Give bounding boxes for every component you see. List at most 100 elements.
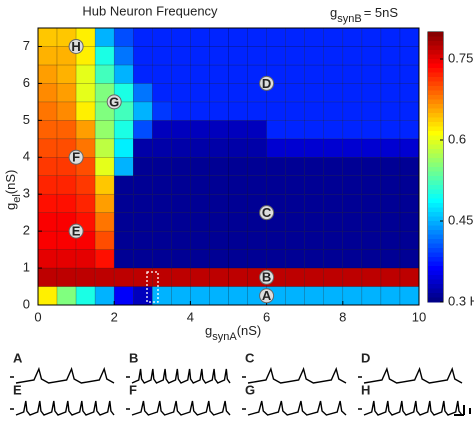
heat-cell: [209, 157, 229, 176]
colorbar-swatch: [428, 122, 443, 127]
heat-cell: [342, 64, 363, 84]
heat-cell: [133, 120, 153, 140]
heat-cell: [380, 46, 401, 66]
heat-cell: [37, 286, 58, 306]
heat-cell: [342, 267, 363, 287]
heat-cell: [133, 64, 153, 84]
x-tick-label: 10: [412, 309, 426, 324]
heat-cell: [190, 157, 210, 176]
heat-cell: [380, 212, 401, 232]
heat-cell: [380, 193, 401, 213]
x-axis-label: gsynA(nS): [205, 323, 261, 342]
heat-cell: [152, 193, 172, 213]
heat-cell: [380, 157, 401, 176]
heat-cell: [285, 249, 305, 269]
heat-cell: [399, 46, 420, 66]
heat-cell: [56, 175, 77, 195]
heat-cell: [323, 120, 344, 140]
heat-cell: [209, 101, 229, 121]
heat-cell: [190, 101, 210, 121]
heat-cell: [37, 193, 58, 213]
colorbar-swatch: [428, 288, 443, 294]
heat-cell: [171, 27, 191, 47]
heat-cell: [285, 286, 305, 306]
heat-cell: [228, 27, 248, 47]
colorbar-swatch: [428, 203, 443, 208]
heat-cell: [190, 193, 210, 213]
colorbar-swatch: [428, 117, 443, 123]
colorbar-swatch: [428, 194, 443, 199]
heat-cell: [171, 46, 191, 66]
heat-cell: [209, 83, 229, 103]
annotation-label: A: [262, 288, 272, 303]
heat-cell: [94, 175, 115, 195]
heat-cell: [266, 157, 286, 176]
heat-cell: [133, 83, 153, 103]
trace-label: B: [129, 350, 138, 365]
annotation-marker: [259, 288, 275, 304]
annotation-marker: [68, 223, 84, 239]
annotation-label: G: [109, 94, 119, 109]
heat-cell: [171, 230, 191, 250]
heat-cell: [133, 138, 153, 158]
heat-cell: [304, 27, 325, 47]
colorbar-swatch: [428, 293, 443, 298]
heat-cell: [304, 230, 325, 250]
heat-cell: [380, 138, 401, 158]
annotation-label: E: [72, 224, 81, 239]
heat-cell: [94, 46, 115, 66]
colorbar-swatch: [428, 32, 443, 37]
heat-cell: [247, 230, 267, 250]
colorbar-swatch: [428, 248, 443, 253]
heat-cell: [113, 46, 134, 66]
heat-cell: [285, 175, 305, 195]
heat-cell: [247, 157, 267, 176]
heat-cell: [171, 175, 191, 195]
trace-label: H: [361, 382, 370, 397]
heat-cell: [323, 27, 344, 47]
heat-cell: [171, 267, 191, 287]
voltage-trace: [10, 366, 115, 384]
heat-cell: [323, 249, 344, 269]
heat-cell: [285, 157, 305, 176]
heat-cell: [94, 212, 115, 232]
heat-cell: [171, 64, 191, 84]
heat-cell: [190, 230, 210, 250]
heat-cell: [37, 120, 58, 140]
colorbar-swatch: [428, 297, 443, 303]
heat-cell: [361, 27, 382, 47]
heat-cell: [399, 286, 420, 306]
heat-cell: [399, 249, 420, 269]
heat-cell: [228, 101, 248, 121]
heat-cell: [285, 193, 305, 213]
heat-cell: [37, 64, 58, 84]
heat-cell: [75, 286, 96, 306]
heat-cell: [190, 267, 210, 287]
x-tick-label: 2: [111, 309, 118, 324]
colorbar-swatch: [428, 54, 443, 60]
trace-label: D: [361, 350, 370, 365]
heat-cell: [247, 46, 267, 66]
heat-cell: [228, 175, 248, 195]
heat-cell: [190, 120, 210, 140]
heat-cell: [285, 83, 305, 103]
heat-cell: [323, 212, 344, 232]
heat-cell: [113, 64, 134, 84]
heat-cell: [228, 249, 248, 269]
heat-cell: [247, 101, 267, 121]
heat-cell: [361, 83, 382, 103]
heat-cell: [247, 138, 267, 158]
heat-cell: [133, 249, 153, 269]
heat-cell: [133, 27, 153, 47]
voltage-trace: [126, 368, 231, 384]
colorbar-swatch: [428, 261, 443, 267]
heat-cell: [133, 230, 153, 250]
heat-cell: [361, 175, 382, 195]
heat-cell: [56, 193, 77, 213]
y-tick-label: 5: [23, 112, 30, 127]
voltage-trace: [242, 400, 347, 416]
heat-cell: [37, 230, 58, 250]
colorbar-swatch: [428, 68, 443, 73]
heat-cell: [133, 157, 153, 176]
